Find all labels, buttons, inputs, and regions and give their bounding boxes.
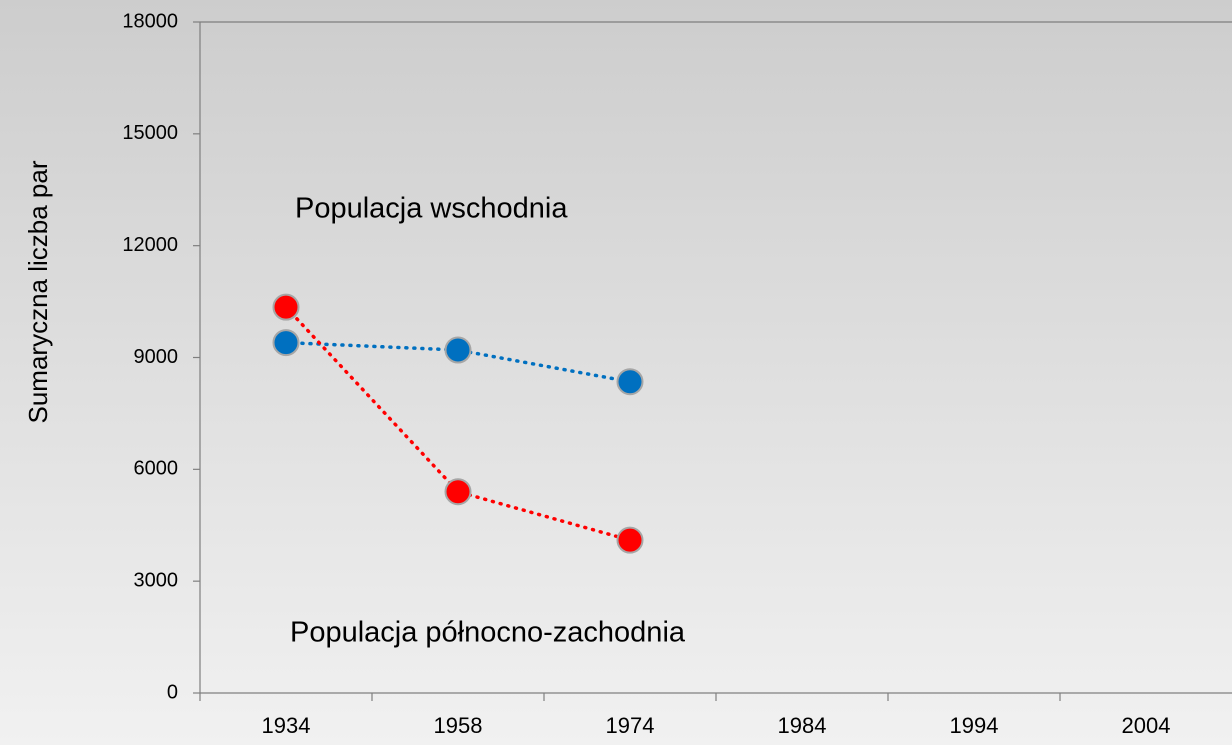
x-tick-label: 1934: [262, 713, 311, 738]
data-point: [444, 336, 472, 364]
y-tick-label: 3000: [134, 569, 179, 591]
y-axis-title: Sumaryczna liczba par: [23, 160, 53, 423]
y-tick-label: 0: [167, 681, 178, 703]
x-tick-label: 1984: [778, 713, 827, 738]
y-tick-label: 18000: [122, 10, 178, 32]
series-label: Populacja północno-zachodnia: [290, 617, 686, 649]
data-point: [616, 368, 644, 396]
y-tick-label: 12000: [122, 234, 178, 256]
y-tick-label: 9000: [134, 346, 179, 368]
x-tick-label: 1974: [606, 713, 655, 738]
data-point: [616, 526, 644, 554]
data-point: [444, 478, 472, 506]
series-label: Populacja wschodnia: [295, 193, 568, 225]
data-point: [272, 329, 300, 357]
x-tick-label: 2004: [1122, 713, 1171, 738]
series-line: [284, 340, 632, 384]
x-tick-label: 1994: [950, 713, 999, 738]
x-tick-label: 1958: [434, 713, 483, 738]
y-tick-label: 15000: [122, 122, 178, 144]
data-point: [272, 293, 300, 321]
y-tick-label: 6000: [134, 458, 179, 480]
